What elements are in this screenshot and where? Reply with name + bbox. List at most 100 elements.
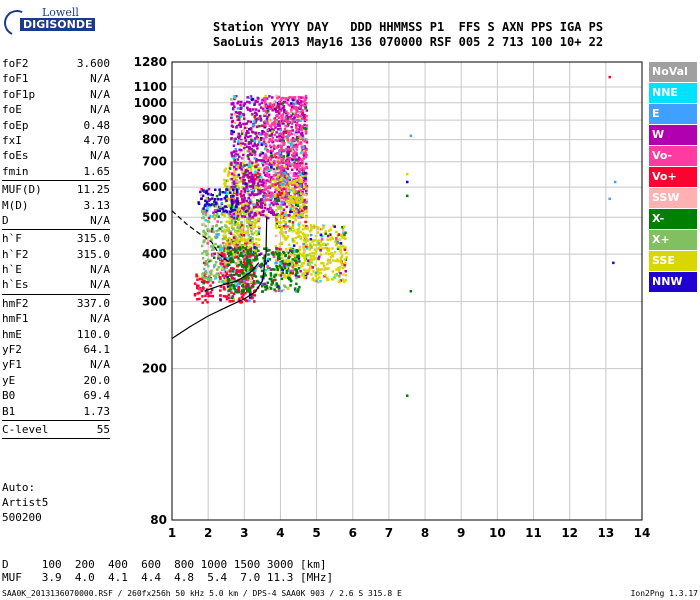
echo-point: [259, 152, 262, 156]
echo-point: [311, 266, 314, 269]
echo-point: [258, 205, 261, 208]
echo-point: [257, 169, 260, 172]
echo-point: [319, 280, 322, 283]
echo-point: [289, 198, 292, 201]
echo-point: [282, 230, 286, 234]
echo-point: [301, 264, 304, 268]
echo-point: [318, 255, 321, 259]
param-row: MUF(D) 11.25: [2, 182, 110, 197]
echo-point: [213, 235, 217, 239]
echo-point: [242, 194, 245, 197]
logo-digisonde: DIGISONDE: [20, 18, 96, 31]
echo-point: [279, 168, 283, 172]
echo-point: [195, 275, 198, 278]
echo-point: [290, 148, 294, 151]
param-name: D: [2, 213, 9, 227]
echo-point: [289, 284, 292, 287]
echo-point: [215, 235, 219, 239]
echo-point: [244, 210, 248, 213]
echo-point: [273, 124, 276, 127]
echo-point: [297, 157, 300, 161]
x-tick-label: 14: [634, 526, 651, 540]
echo-point: [258, 180, 261, 183]
echo-point: [280, 158, 283, 162]
echo-point: [278, 155, 282, 158]
echo-point: [223, 228, 226, 232]
echo-point: [274, 118, 277, 121]
param-value: N/A: [90, 87, 110, 101]
echo-point: [217, 233, 220, 236]
echo-point: [261, 124, 264, 127]
echo-point: [230, 185, 233, 189]
echo-point: [240, 140, 243, 143]
echo-point: [206, 239, 210, 242]
echo-point: [232, 180, 235, 183]
echo-point: [271, 268, 275, 271]
echo-point: [240, 138, 243, 142]
echo-point: [285, 236, 288, 240]
echo-point: [287, 286, 290, 290]
echo-point: [263, 200, 267, 203]
echo-point: [289, 263, 293, 267]
echo-point: [249, 250, 252, 253]
echo-point: [272, 104, 275, 107]
echo-point: [263, 154, 267, 157]
echo-point: [293, 120, 297, 123]
echo-point: [279, 195, 282, 198]
echo-point: [271, 191, 274, 195]
echo-point: [237, 173, 241, 177]
echo-point: [297, 267, 301, 270]
echo-point: [230, 207, 233, 210]
echo-point: [274, 289, 277, 293]
echo-point: [271, 109, 274, 112]
echo-point: [292, 172, 296, 175]
echo-point: [254, 267, 257, 270]
echo-point: [242, 290, 245, 294]
echo-point: [266, 128, 269, 132]
echo-point: [272, 167, 275, 171]
echo-point: [244, 240, 247, 243]
echo-point: [258, 211, 261, 215]
echo-point: [321, 247, 324, 250]
echo-point: [280, 165, 283, 169]
echo-point: [233, 169, 236, 172]
param-row: foF1p N/A: [2, 87, 110, 102]
echo-point: [298, 180, 301, 183]
echo-point: [283, 273, 287, 277]
echo-point: [294, 196, 297, 200]
echo-point: [240, 209, 244, 212]
echo-point: [274, 284, 277, 287]
echo-point: [249, 202, 252, 205]
echo-point: [250, 264, 254, 268]
echo-point: [305, 114, 308, 118]
echo-point: [290, 139, 293, 142]
echo-point: [283, 127, 287, 131]
echo-point: [290, 246, 293, 250]
echo-point: [240, 226, 244, 230]
echo-point: [215, 229, 218, 233]
echo-point: [225, 185, 229, 189]
echo-point: [324, 243, 328, 247]
echo-point: [296, 271, 299, 274]
echo-point: [245, 199, 249, 203]
echo-point: [251, 221, 254, 224]
echo-point: [279, 148, 282, 152]
echo-point: [293, 254, 297, 258]
echo-point: [298, 102, 301, 105]
echo-point: [254, 121, 257, 124]
echo-point: [248, 101, 251, 104]
echo-point: [230, 151, 233, 154]
echo-point: [314, 257, 317, 260]
param-row: M(D) 3.13: [2, 198, 110, 213]
echo-point: [315, 271, 318, 275]
echo-point: [241, 244, 245, 247]
echo-point: [206, 262, 209, 265]
echo-point: [228, 300, 231, 303]
echo-point: [264, 105, 268, 108]
echo-point: [255, 186, 258, 189]
echo-point: [321, 234, 324, 238]
echo-point: [293, 166, 297, 169]
echo-point: [299, 252, 302, 256]
echo-point: [220, 248, 224, 251]
echo-point: [244, 248, 248, 251]
